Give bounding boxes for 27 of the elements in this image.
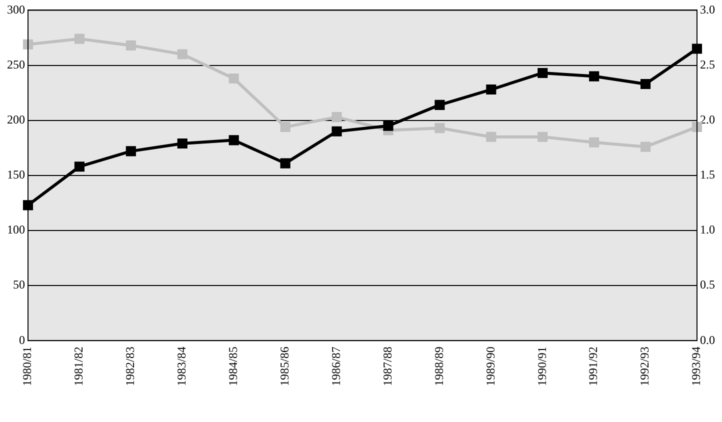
x-tick-label: 1988/89: [432, 346, 446, 386]
x-tick-label: 1982/83: [123, 346, 138, 386]
x-tick-label: 1991/92: [586, 346, 600, 386]
y-tick-label: 300: [7, 2, 25, 16]
y-tick-label: 200: [7, 112, 25, 127]
x-tick-label: 1990/91: [534, 346, 549, 386]
x-tick-label: 1986/87: [328, 346, 343, 386]
x-tick-label: 1985/86: [277, 346, 292, 386]
y-tick-label: 250: [7, 57, 25, 72]
y2-tick-label: 1.0: [700, 222, 715, 237]
x-tick-label: 1989/90: [483, 346, 498, 386]
x-tick-label: 1980/81: [20, 346, 34, 386]
y-tick-label: 100: [7, 222, 25, 237]
y-tick-label: 150: [7, 168, 25, 182]
x-tick-label: 1984/85: [226, 346, 240, 386]
x-tick-label: 1992/93: [638, 346, 652, 386]
x-tick-label: 1987/88: [380, 346, 394, 386]
y-tick-label: 50: [13, 278, 25, 292]
x-tick-label: 1981/82: [72, 346, 86, 386]
y2-tick-label: 3.0: [700, 2, 715, 16]
x-tick-label: 1993/94: [689, 346, 704, 386]
y2-tick-label: 0.5: [700, 278, 715, 292]
y2-tick-label: 0.0: [700, 332, 715, 347]
y2-tick-label: 2.5: [700, 57, 715, 72]
y-tick-label: 0: [19, 332, 25, 347]
y2-tick-label: 1.5: [700, 168, 715, 182]
x-tick-label: 1983/84: [174, 346, 189, 386]
